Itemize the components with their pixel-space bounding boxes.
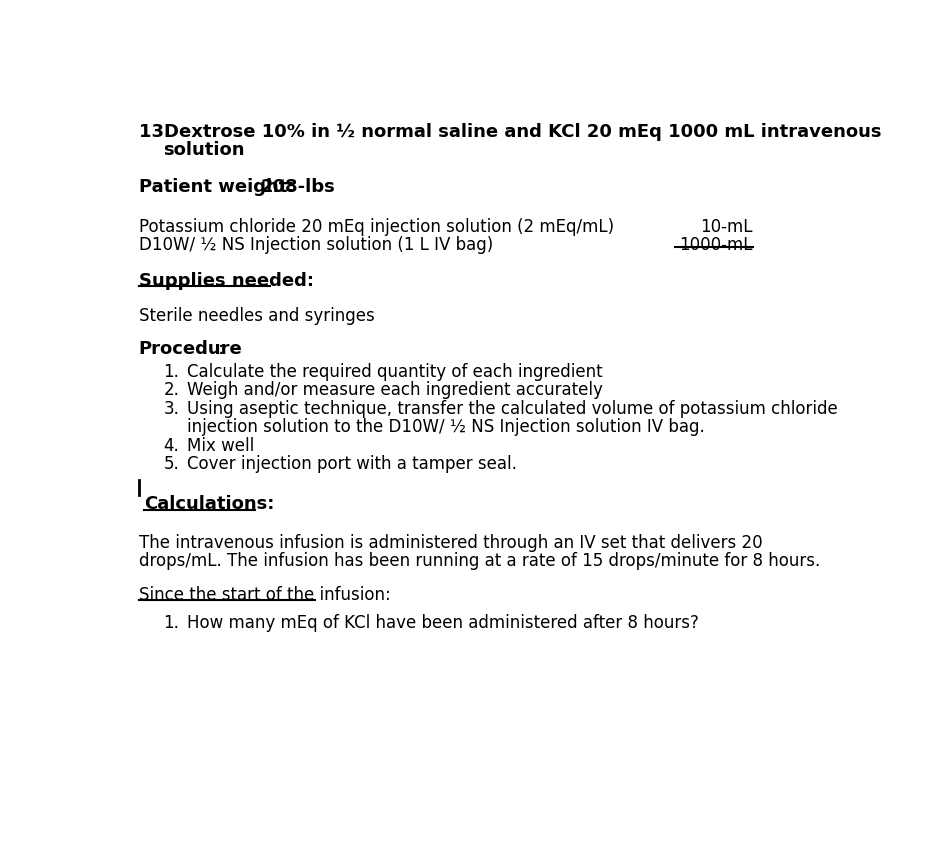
- Text: 13.: 13.: [139, 123, 177, 141]
- Text: How many mEq of KCl have been administered after 8 hours?: How many mEq of KCl have been administer…: [187, 614, 698, 632]
- Text: Procedure: Procedure: [139, 339, 242, 358]
- Text: 4.: 4.: [164, 437, 180, 455]
- Text: Cover injection port with a tamper seal.: Cover injection port with a tamper seal.: [187, 456, 517, 473]
- Text: Mix well: Mix well: [187, 437, 254, 455]
- Text: Calculate the required quantity of each ingredient: Calculate the required quantity of each …: [187, 363, 603, 381]
- Text: Sterile needles and syringes: Sterile needles and syringes: [139, 307, 374, 325]
- Text: 2.: 2.: [164, 381, 180, 399]
- Text: solution: solution: [164, 141, 245, 159]
- Text: 208-lbs: 208-lbs: [260, 178, 335, 196]
- Text: 1.: 1.: [164, 363, 180, 381]
- Text: drops/mL. The infusion has been running at a rate of 15 drops/minute for 8 hours: drops/mL. The infusion has been running …: [139, 552, 820, 570]
- Text: 3.: 3.: [164, 400, 180, 418]
- Text: The intravenous infusion is administered through an IV set that delivers 20: The intravenous infusion is administered…: [139, 534, 762, 552]
- Text: 10-mL: 10-mL: [700, 218, 753, 236]
- Text: Weigh and/or measure each ingredient accurately: Weigh and/or measure each ingredient acc…: [187, 381, 603, 399]
- Text: Since the start of the infusion:: Since the start of the infusion:: [139, 586, 390, 605]
- Text: :: :: [218, 339, 224, 358]
- Text: injection solution to the D10W/ ½ NS Injection solution IV bag.: injection solution to the D10W/ ½ NS Inj…: [187, 418, 705, 436]
- Text: 1.: 1.: [164, 614, 180, 632]
- Text: Dextrose 10% in ½ normal saline and KCl 20 mEq 1000 mL intravenous: Dextrose 10% in ½ normal saline and KCl …: [164, 123, 881, 141]
- Text: Supplies needed:: Supplies needed:: [139, 272, 314, 290]
- Text: Using aseptic technique, transfer the calculated volume of potassium chloride: Using aseptic technique, transfer the ca…: [187, 400, 838, 418]
- Text: Patient weight:: Patient weight:: [139, 178, 294, 196]
- Text: D10W/ ½ NS Injection solution (1 L IV bag): D10W/ ½ NS Injection solution (1 L IV ba…: [139, 236, 493, 253]
- Text: 1000-mL: 1000-mL: [679, 236, 753, 253]
- Text: 5.: 5.: [164, 456, 180, 473]
- Text: Calculations:: Calculations:: [144, 495, 274, 514]
- Text: Potassium chloride 20 mEq injection solution (2 mEq/mL): Potassium chloride 20 mEq injection solu…: [139, 218, 614, 236]
